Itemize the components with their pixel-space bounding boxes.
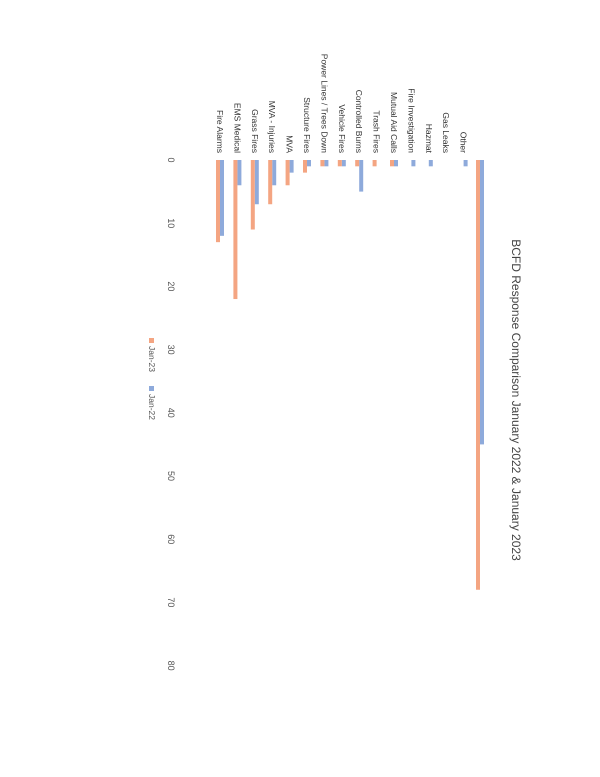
bar-unlabeled-jan-22 [480,160,484,445]
category-label: Gas Leaks [441,112,451,153]
bar-jan-23 [337,160,342,167]
category-label: Power Lines / Trees Down [319,54,329,153]
legend-swatch [149,386,154,391]
category-label: Structure Fires [302,97,312,153]
bar-jan-22 [394,160,398,167]
bar-jan-23 [216,160,220,243]
legend-label: Jan-22 [147,394,157,420]
bar-unlabeled-jan-23 [476,160,480,590]
bar-jan-22 [428,160,433,167]
x-tick-label: 50 [166,471,176,481]
bar-jan-22 [411,160,416,167]
x-tick-label: 60 [166,534,176,544]
category-label: Grass Fires [250,109,260,153]
bar-jan-23 [303,160,307,173]
x-tick-label: 40 [166,408,176,418]
x-tick-label: 70 [166,597,176,607]
category-label: Controlled Burns [354,90,364,153]
bar-jan-22 [341,160,346,167]
category-label: MVA - Injuries [267,101,277,153]
category-label: MVA [285,135,295,153]
bar-jan-22 [324,160,329,167]
bar-jan-22 [463,160,468,167]
category-label: EMS Medical [232,103,242,153]
bar-jan-22 [237,160,242,186]
bar-jan-22 [254,160,259,205]
bar-jan-22 [307,160,311,167]
category-label: Fire Investigation [406,88,416,153]
bar-jan-22 [272,160,277,186]
x-tick-label: 30 [166,345,176,355]
x-tick-label: 20 [166,281,176,291]
chart-title: BCFD Response Comparison January 2022 & … [509,239,523,561]
bar-jan-23 [250,160,255,230]
bar-jan-23 [390,160,394,167]
bar-jan-23 [355,160,360,167]
bar-jan-22 [220,160,224,236]
bar-jan-23 [320,160,325,167]
bar-jan-22 [289,160,294,173]
x-tick-label: 80 [166,661,176,671]
bar-jan-22 [359,160,364,192]
bar-jan-23 [233,160,238,300]
category-label: Hazmat [424,124,434,154]
category-label: Trash Fires [372,110,382,153]
bar-jan-23 [285,160,290,186]
category-label: Mutual Aid Calls [389,92,399,153]
category-label: Vehicle Fires [337,104,347,153]
legend-swatch [149,338,154,343]
bar-jan-23 [372,160,377,167]
x-tick-label: 10 [166,218,176,228]
legend-label: Jan-23 [147,346,157,372]
x-tick-label: 0 [166,157,176,162]
bar-jan-23 [268,160,273,205]
category-label: Other [459,132,469,153]
category-label: Fire Alarms [215,110,225,153]
